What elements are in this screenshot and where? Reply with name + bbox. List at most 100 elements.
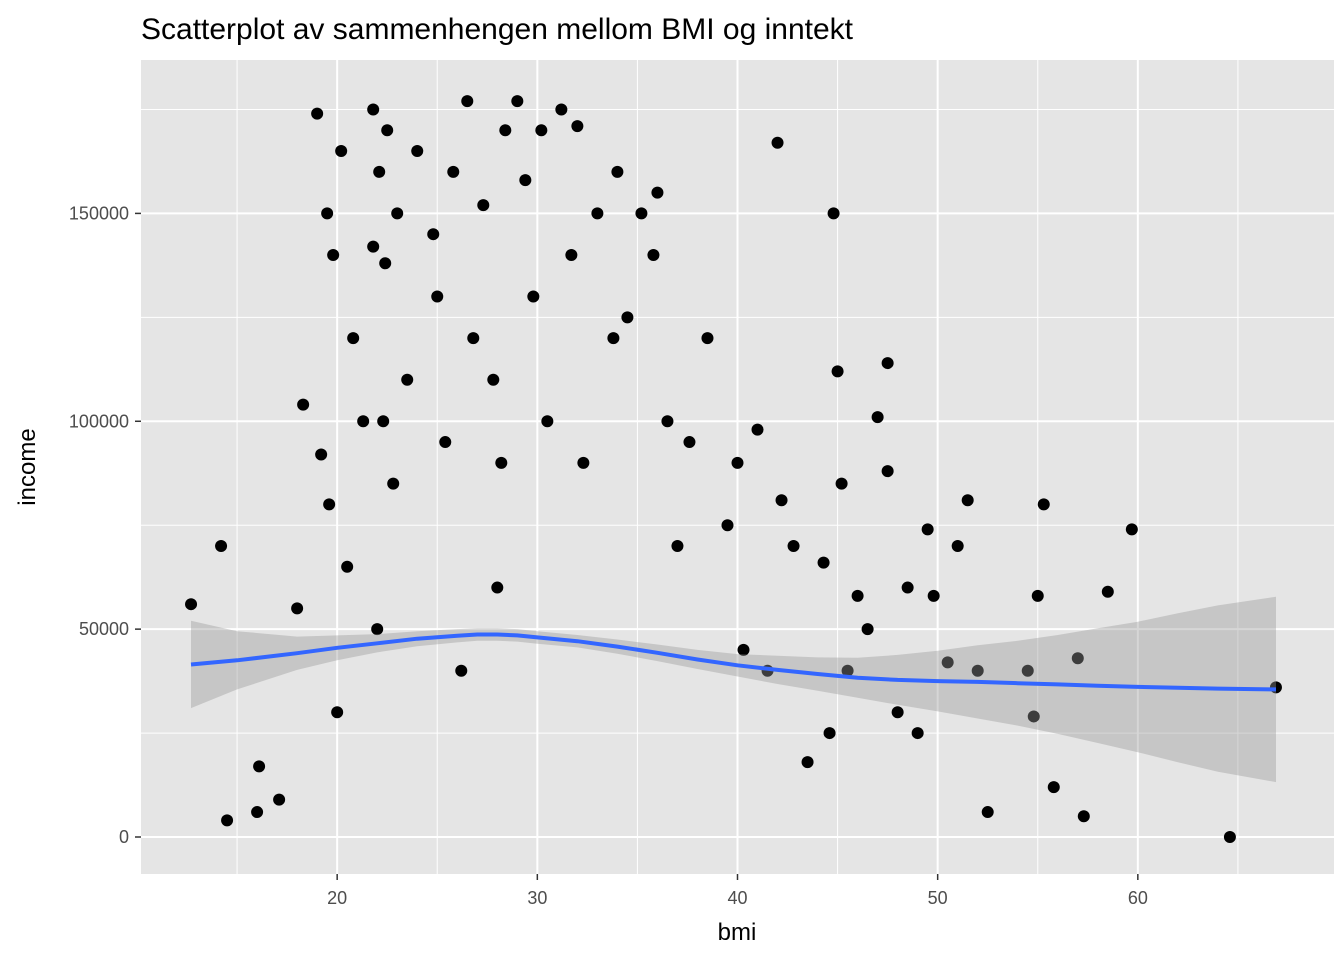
data-point (683, 436, 696, 449)
x-tick-label: 20 (327, 888, 347, 908)
data-point (555, 103, 568, 116)
data-point (251, 806, 264, 819)
data-point (1101, 585, 1114, 598)
data-point (377, 415, 390, 428)
data-point (477, 199, 490, 212)
data-point (331, 706, 344, 719)
data-point (823, 727, 836, 740)
data-point (1125, 523, 1138, 536)
x-axis-ticks: 20 30 40 50 60 (327, 874, 1148, 908)
y-axis-ticks: 0 50000 100000 150000 (69, 203, 141, 847)
data-point (535, 124, 548, 137)
major-gridlines (141, 60, 1334, 874)
data-point (901, 581, 914, 594)
data-point (927, 589, 940, 602)
data-point (371, 623, 384, 636)
data-point (771, 136, 784, 149)
data-point (367, 103, 380, 116)
data-point (491, 581, 504, 594)
data-point (841, 664, 854, 677)
data-point (881, 357, 894, 370)
y-tick-label: 100000 (69, 411, 129, 431)
data-point (671, 539, 684, 552)
data-point (661, 415, 674, 428)
data-point (427, 228, 440, 241)
data-point (1071, 652, 1084, 665)
x-axis-title: bmi (718, 919, 757, 946)
data-point (373, 165, 386, 178)
data-point (335, 145, 348, 158)
y-tick-label: 50000 (79, 619, 129, 639)
data-point (921, 523, 934, 536)
x-tick-label: 60 (1128, 888, 1148, 908)
data-point (951, 539, 964, 552)
data-point (391, 207, 404, 220)
data-point (401, 373, 414, 386)
x-tick-label: 50 (928, 888, 948, 908)
data-point (577, 456, 590, 469)
data-point (737, 643, 750, 656)
x-tick-label: 40 (727, 888, 747, 908)
data-point (571, 120, 584, 133)
data-point (499, 124, 512, 137)
data-point (487, 373, 500, 386)
data-point (787, 539, 800, 552)
confidence-band (191, 596, 1276, 783)
data-point (511, 95, 524, 108)
x-tick-label: 30 (527, 888, 547, 908)
data-point (721, 519, 734, 532)
data-point (851, 589, 864, 602)
data-point (881, 465, 894, 478)
data-point (891, 706, 904, 719)
data-point (827, 207, 840, 220)
data-point (327, 248, 340, 261)
data-point (775, 494, 788, 507)
data-point (381, 124, 394, 137)
data-point (961, 494, 974, 507)
data-point (297, 398, 310, 411)
data-point (461, 95, 474, 108)
data-point (835, 477, 848, 490)
data-point (751, 423, 764, 436)
data-point (439, 436, 452, 449)
data-point (291, 602, 304, 615)
data-point (971, 664, 984, 677)
data-point (635, 207, 648, 220)
smooth-fit (190, 596, 1277, 783)
data-point (1047, 781, 1060, 794)
data-point (253, 760, 266, 773)
data-point (1037, 498, 1050, 511)
data-point (321, 207, 334, 220)
data-point (731, 456, 744, 469)
data-point (215, 539, 228, 552)
y-tick-label: 150000 (69, 203, 129, 223)
data-point (387, 477, 400, 490)
data-point (1223, 831, 1236, 843)
data-point (527, 290, 540, 303)
data-point (911, 727, 924, 740)
data-point (315, 448, 328, 461)
data-point (801, 756, 814, 769)
data-point (831, 365, 844, 378)
data-point (323, 498, 336, 511)
data-point (455, 664, 468, 677)
data-point (341, 560, 354, 573)
data-point (447, 165, 460, 178)
data-point (311, 107, 324, 120)
y-tick-label: 0 (119, 827, 129, 847)
data-point (185, 598, 198, 611)
data-point (1027, 710, 1040, 723)
data-point (541, 415, 554, 428)
data-point (871, 411, 884, 424)
data-point (981, 806, 994, 819)
data-point (379, 257, 392, 270)
data-point (591, 207, 604, 220)
smooth-line (190, 632, 1277, 692)
data-point (1021, 664, 1034, 677)
data-point (221, 814, 234, 827)
data-point (1031, 589, 1044, 602)
data-point (495, 456, 508, 469)
data-point (467, 332, 480, 345)
data-point (367, 240, 380, 253)
data-point (861, 623, 874, 636)
